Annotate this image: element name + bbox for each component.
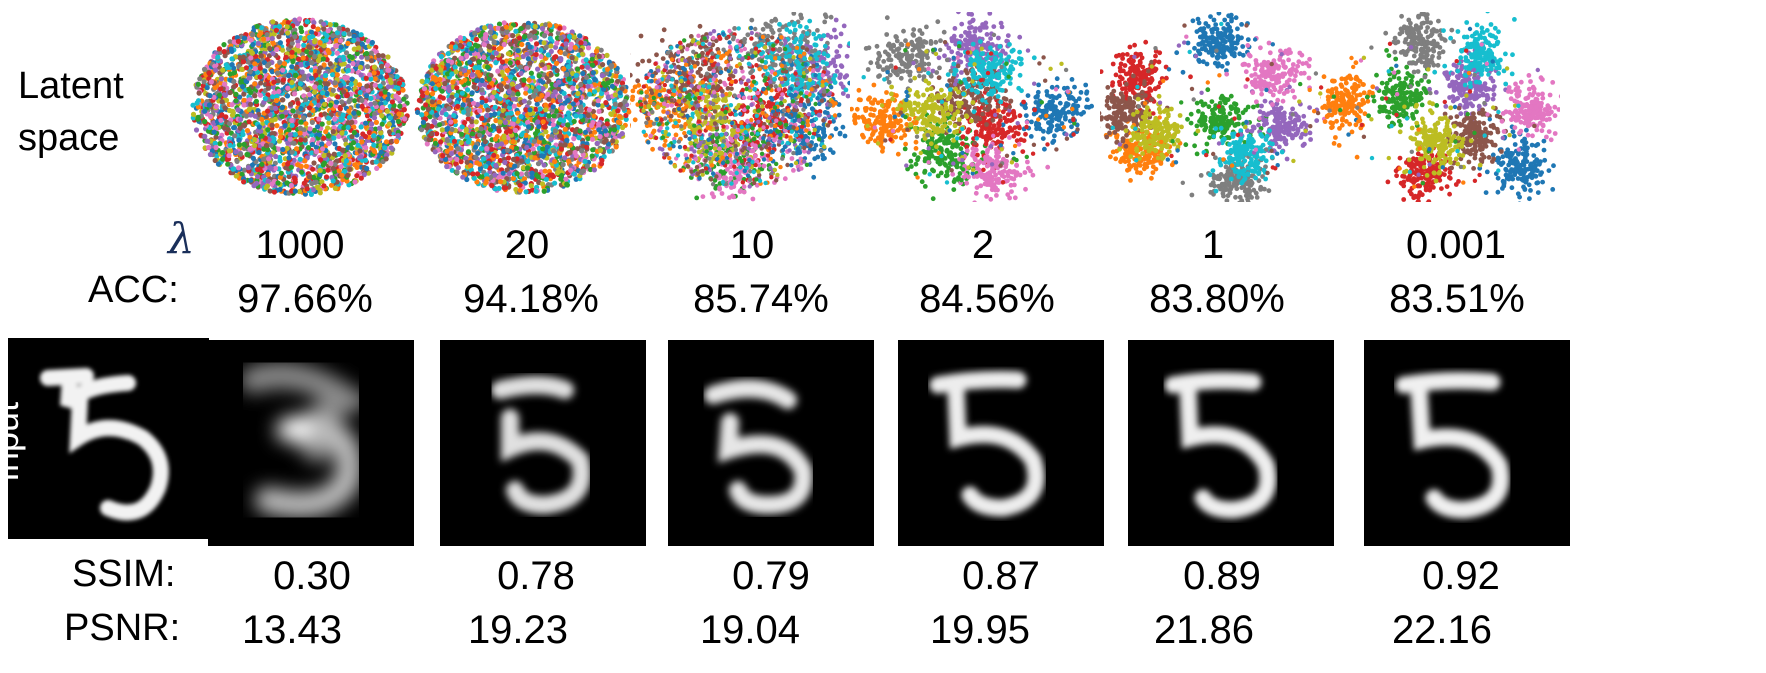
psnr-value-4: 19.95 xyxy=(929,608,1031,652)
input-image xyxy=(8,338,209,539)
psnr-value-5: 21.86 xyxy=(1153,608,1255,652)
lambda-value-1: 1000 xyxy=(255,223,345,267)
latent-scatter-1 xyxy=(190,16,410,197)
input-digit-five xyxy=(40,368,169,521)
ssim-label: SSIM: xyxy=(72,553,176,595)
latent-label-line1: Latent xyxy=(18,65,124,107)
lambda-value-6: 0.001 xyxy=(1405,223,1507,267)
ssim-value-4: 0.87 xyxy=(962,554,1040,598)
ssim-value-3: 0.79 xyxy=(732,554,810,598)
reconstruction-digit-1 xyxy=(240,362,374,518)
reconstruction-digit-4 xyxy=(929,371,1045,517)
latent-space-label: Latent space xyxy=(18,60,218,164)
lambda-value-3: 10 xyxy=(729,223,775,267)
ssim-value-1: 0.30 xyxy=(273,554,351,598)
lambda-value-5: 1 xyxy=(1201,223,1225,267)
psnr-label: PSNR: xyxy=(64,607,181,649)
lambda-value-4: 2 xyxy=(971,223,995,267)
reconstruction-2 xyxy=(440,340,646,546)
acc-value-6: 83.51% xyxy=(1389,277,1525,321)
latent-scatter-5 xyxy=(1100,12,1327,202)
acc-value-1: 97.66% xyxy=(237,277,373,321)
acc-value-2: 94.18% xyxy=(463,277,599,321)
latent-label-line2: space xyxy=(18,117,120,159)
reconstruction-3 xyxy=(668,340,874,546)
lambda-value-2: 20 xyxy=(504,223,550,267)
psnr-value-1: 13.43 xyxy=(241,608,343,652)
input-label: Input xyxy=(0,401,26,482)
reconstruction-digit-5 xyxy=(1164,372,1277,519)
latent-scatter-3 xyxy=(630,12,850,202)
reconstruction-digit-3 xyxy=(704,379,813,515)
acc-value-5: 83.80% xyxy=(1149,277,1285,321)
acc-label: ACC: xyxy=(88,269,179,311)
acc-value-4: 84.56% xyxy=(919,277,1055,321)
latent-scatter-2 xyxy=(414,20,632,195)
reconstruction-1 xyxy=(208,340,414,546)
reconstruction-digit-6 xyxy=(1395,372,1510,519)
psnr-value-3: 19.04 xyxy=(699,608,801,652)
latent-scatter-4 xyxy=(850,12,1094,202)
reconstruction-digit-2 xyxy=(491,376,591,515)
psnr-value-2: 19.23 xyxy=(467,608,569,652)
latent-scatter-6 xyxy=(1320,12,1560,202)
reconstruction-6 xyxy=(1364,340,1570,546)
acc-value-3: 85.74% xyxy=(693,277,829,321)
ssim-value-6: 0.92 xyxy=(1422,554,1500,598)
lambda-symbol: λ xyxy=(168,214,195,263)
psnr-value-6: 22.16 xyxy=(1391,608,1493,652)
reconstruction-5 xyxy=(1128,340,1334,546)
ssim-value-2: 0.78 xyxy=(497,554,575,598)
ssim-value-5: 0.89 xyxy=(1183,554,1261,598)
reconstruction-4 xyxy=(898,340,1104,546)
